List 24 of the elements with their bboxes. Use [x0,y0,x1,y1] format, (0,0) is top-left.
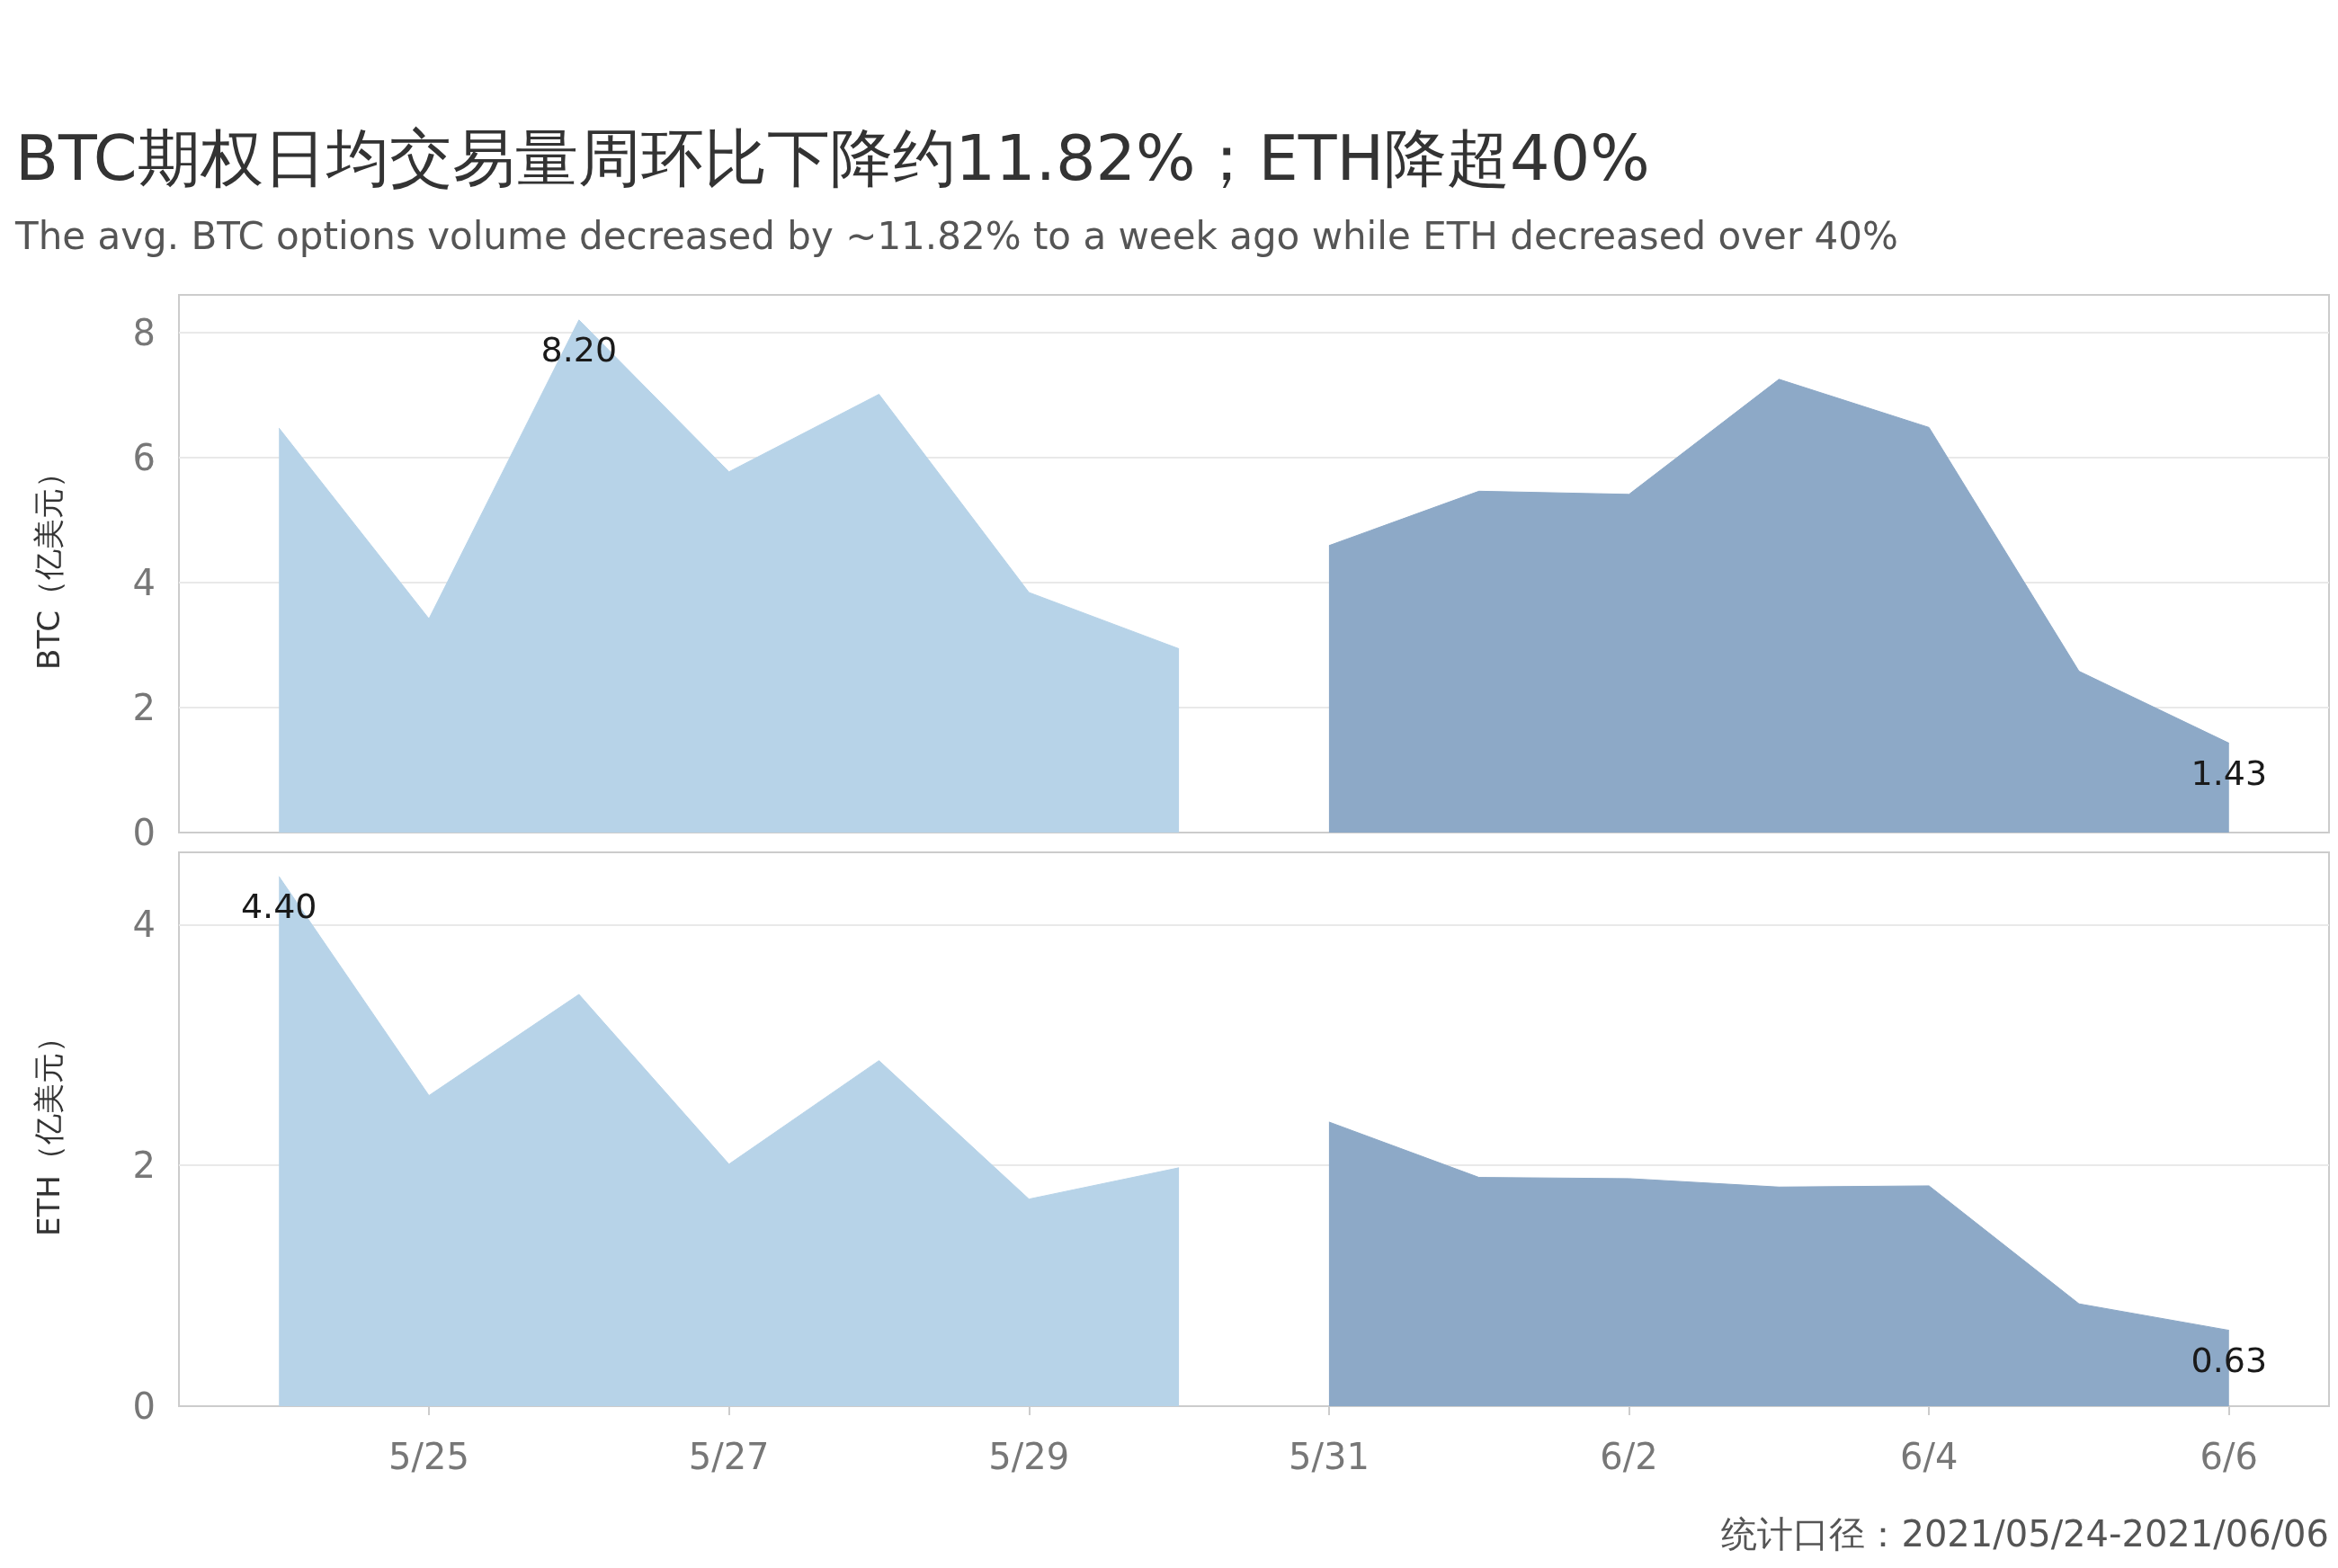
data-label: 1.43 [2191,753,2268,793]
data-label: 8.20 [540,329,618,370]
y-axis-title: ETH（亿美元） [31,1022,67,1236]
x-tick-label: 5/27 [688,1436,770,1477]
y-tick-label: 4 [132,561,156,603]
y-axis-title: BTC（亿美元） [31,458,67,670]
y-tick-label: 0 [132,1385,156,1427]
x-tick-label: 5/25 [388,1436,469,1477]
x-tick-label: 5/29 [988,1436,1070,1477]
x-tick-label: 6/6 [2200,1436,2258,1477]
chart-subtitle: The avg. BTC options volume decreased by ~11.82% to a week ago while ETH decreased over 40% [14,213,1898,258]
x-tick-label: 6/4 [1899,1436,1959,1477]
y-tick-label: 2 [132,1145,156,1187]
y-tick-label: 4 [132,904,156,946]
chart-title: BTC期权日均交易量周环比下降约11.82%；ETH降超40% [15,121,1650,195]
y-tick-label: 8 [132,311,156,353]
y-tick-label: 2 [132,686,156,728]
x-tick-label: 5/31 [1288,1436,1370,1477]
data-label: 0.63 [2191,1340,2268,1380]
data-label: 4.40 [240,886,317,926]
x-tick-label: 6/2 [1600,1436,1658,1477]
text: 统计口径：2021/05/24-2021/06/06 [1721,1513,2329,1555]
y-tick-label: 6 [132,436,156,478]
y-tick-label: 0 [132,812,156,853]
